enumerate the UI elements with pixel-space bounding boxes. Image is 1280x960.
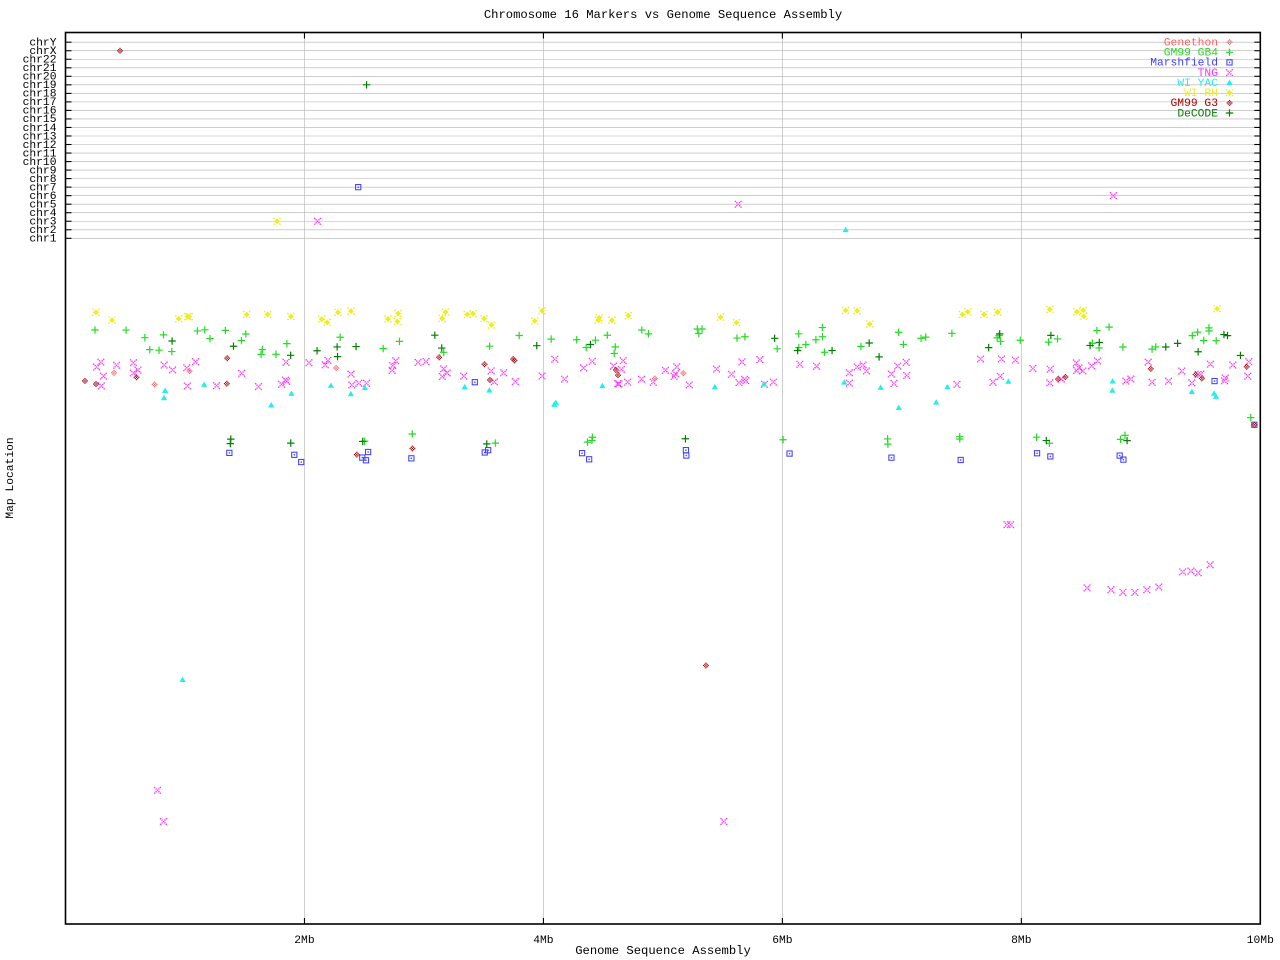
svg-text:2Mb: 2Mb [294, 935, 315, 947]
svg-text:10Mb: 10Mb [1247, 935, 1274, 947]
svg-text:4Mb: 4Mb [533, 935, 554, 947]
svg-text:DeCODE: DeCODE [1177, 108, 1218, 120]
svg-text:6Mb: 6Mb [772, 935, 793, 947]
svg-text:Map Location: Map Location [5, 437, 17, 518]
svg-text:Chromosome 16 Markers vs Genom: Chromosome 16 Markers vs Genome Sequence… [484, 8, 842, 22]
svg-text:chr1: chr1 [29, 234, 56, 246]
svg-text:Genome Sequence Assembly: Genome Sequence Assembly [575, 944, 751, 958]
svg-text:8Mb: 8Mb [1011, 935, 1032, 947]
